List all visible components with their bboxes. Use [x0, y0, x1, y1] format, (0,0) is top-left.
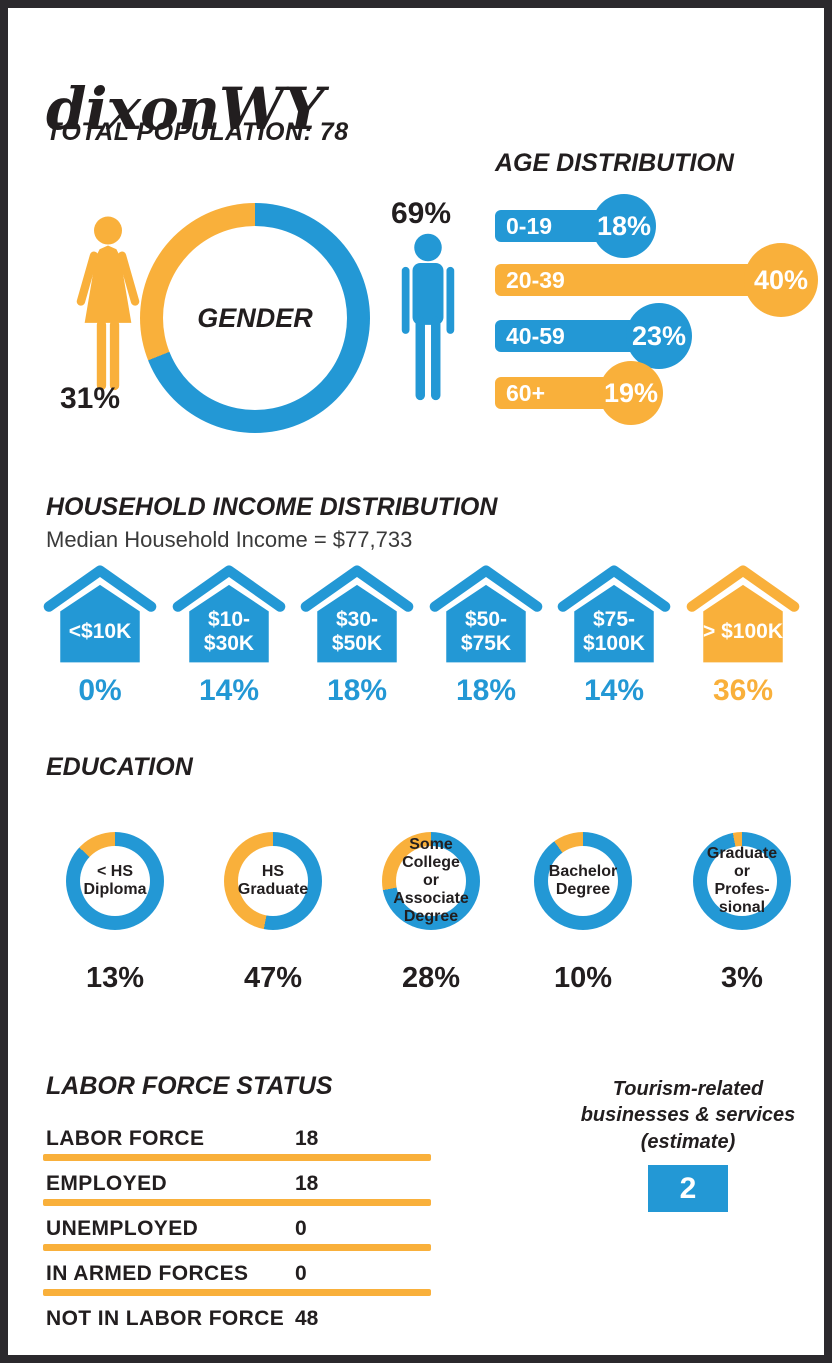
education-donut-group: Graduate or Profes- sional 3%: [693, 832, 791, 995]
education-donut-group: HS Graduate 47%: [224, 832, 322, 995]
house-icon: [429, 565, 543, 663]
labor-row-value: 48: [295, 1307, 319, 1330]
house-icon: [172, 565, 286, 663]
page-title: dixonWY: [46, 74, 325, 143]
education-donut-chart: Some College or Associate Degree: [382, 832, 480, 930]
age-bubble-percent: 23%: [631, 320, 687, 351]
education-donut-hole: < HS Diploma: [80, 846, 150, 916]
education-donut-hole: Some College or Associate Degree: [393, 836, 469, 925]
row-divider: [43, 1244, 431, 1251]
row-divider: [43, 1289, 431, 1296]
age-bubble: 23%: [626, 303, 692, 369]
house-icon: [43, 565, 157, 663]
income-percent: 14%: [583, 674, 645, 707]
education-donut-chart: < HS Diploma: [66, 832, 164, 930]
education-percent: 47%: [243, 962, 303, 994]
education-label: Some College or Associate Degree: [393, 835, 469, 926]
income-house: $10- $30K 14%: [172, 564, 286, 708]
tourism-label: Tourism-related businesses & services (e…: [580, 1078, 796, 1153]
age-bubble-percent: 18%: [596, 210, 652, 241]
house-icon: [300, 565, 414, 663]
labor-row: IN ARMED FORCES 0: [46, 1262, 430, 1288]
tourism-count: 2: [679, 1171, 697, 1205]
income-range-label: $10- $30K: [203, 608, 255, 655]
education-donut-chart: Bachelor Degree: [534, 832, 632, 930]
labor-row: EMPLOYED 18: [46, 1172, 430, 1198]
gender-donut-hole: GENDER: [163, 226, 347, 410]
labor-row-value: 18: [295, 1127, 319, 1150]
labor-row: LABOR FORCE 18: [46, 1127, 430, 1153]
age-bubble-percent: 19%: [603, 377, 659, 408]
education-percent: 3%: [721, 962, 763, 994]
education-donut-hole: Graduate or Profes- sional: [706, 844, 778, 917]
income-house: <$10K 0%: [43, 564, 157, 708]
income-house: $50- $75K 18%: [429, 564, 543, 708]
income-range-label: $30- $50K: [331, 608, 383, 655]
labor-row-value: 0: [295, 1262, 307, 1285]
education-donut-hole: Bachelor Degree: [548, 846, 618, 916]
gender-label: GENDER: [197, 302, 313, 333]
education-donut-group: Bachelor Degree 10%: [534, 832, 632, 995]
labor-row-label: UNEMPLOYED: [46, 1217, 199, 1240]
labor-row: NOT IN LABOR FORCE 48: [46, 1307, 430, 1333]
age-bubble: 18%: [592, 194, 656, 258]
row-divider: [43, 1154, 431, 1161]
education-donut-group: < HS Diploma 13%: [66, 832, 164, 995]
row-divider: [43, 1199, 431, 1206]
education-label: Graduate or Profes- sional: [706, 844, 778, 917]
education-donut-chart: Graduate or Profes- sional: [693, 832, 791, 930]
labor-section-title: LABOR FORCE STATUS: [46, 1072, 333, 1100]
education-percent: 10%: [553, 962, 613, 994]
age-bar-label: 0-19: [506, 212, 553, 239]
income-house: $75- $100K 14%: [557, 564, 671, 708]
income-range-label: <$10K: [68, 620, 132, 644]
education-label: < HS Diploma: [83, 862, 147, 898]
income-percent: 0%: [78, 674, 122, 707]
age-bar-label: 40-59: [506, 322, 565, 349]
age-bubble: 19%: [599, 361, 663, 425]
male-percent: 69%: [391, 197, 452, 230]
age-bar-label: 20-39: [506, 266, 565, 293]
male-icon: [401, 233, 455, 401]
labor-row-label: IN ARMED FORCES: [46, 1262, 249, 1285]
education-percent: 28%: [401, 962, 461, 994]
house-icon: [557, 565, 671, 663]
income-house: > $100K 36%: [686, 564, 800, 708]
age-bubble: 40%: [744, 243, 818, 317]
total-population-label: TOTAL POPULATION: 78: [46, 118, 349, 146]
income-house: $30- $50K 18%: [300, 564, 414, 708]
income-percent: 14%: [198, 674, 260, 707]
education-label: Bachelor Degree: [548, 862, 618, 898]
gender-donut-chart: GENDER: [140, 203, 370, 433]
education-donut-group: Some College or Associate Degree 28%: [382, 832, 480, 995]
education-percent: 13%: [85, 962, 145, 994]
labor-row-label: NOT IN LABOR FORCE: [46, 1307, 285, 1330]
education-donut-hole: HS Graduate: [238, 846, 308, 916]
income-percent: 18%: [326, 674, 388, 707]
income-section-title: HOUSEHOLD INCOME DISTRIBUTION: [46, 493, 498, 521]
income-range-label: $75- $100K: [583, 608, 645, 655]
education-section-title: EDUCATION: [46, 753, 193, 781]
labor-row-label: LABOR FORCE: [46, 1127, 205, 1150]
labor-row-value: 0: [295, 1217, 307, 1240]
labor-row-label: EMPLOYED: [46, 1172, 168, 1195]
age-bar-label: 60+: [506, 379, 546, 406]
tourism-count-box: 2: [648, 1165, 728, 1212]
labor-row: UNEMPLOYED 0: [46, 1217, 430, 1243]
female-icon: [76, 216, 140, 391]
education-donut-chart: HS Graduate: [224, 832, 322, 930]
labor-row-value: 18: [295, 1172, 319, 1195]
income-percent: 36%: [712, 674, 774, 707]
median-income-label: Median Household Income = $77,733: [46, 527, 413, 552]
female-percent: 31%: [60, 382, 121, 415]
house-icon: [686, 565, 800, 663]
income-percent: 18%: [455, 674, 517, 707]
income-range-label: > $100K: [703, 620, 783, 644]
age-section-title: AGE DISTRIBUTION: [495, 149, 734, 177]
income-range-label: $50- $75K: [460, 608, 512, 655]
age-bubble-percent: 40%: [753, 264, 809, 295]
education-label: HS Graduate: [237, 862, 309, 898]
age-bar: 20-39: [495, 264, 781, 296]
